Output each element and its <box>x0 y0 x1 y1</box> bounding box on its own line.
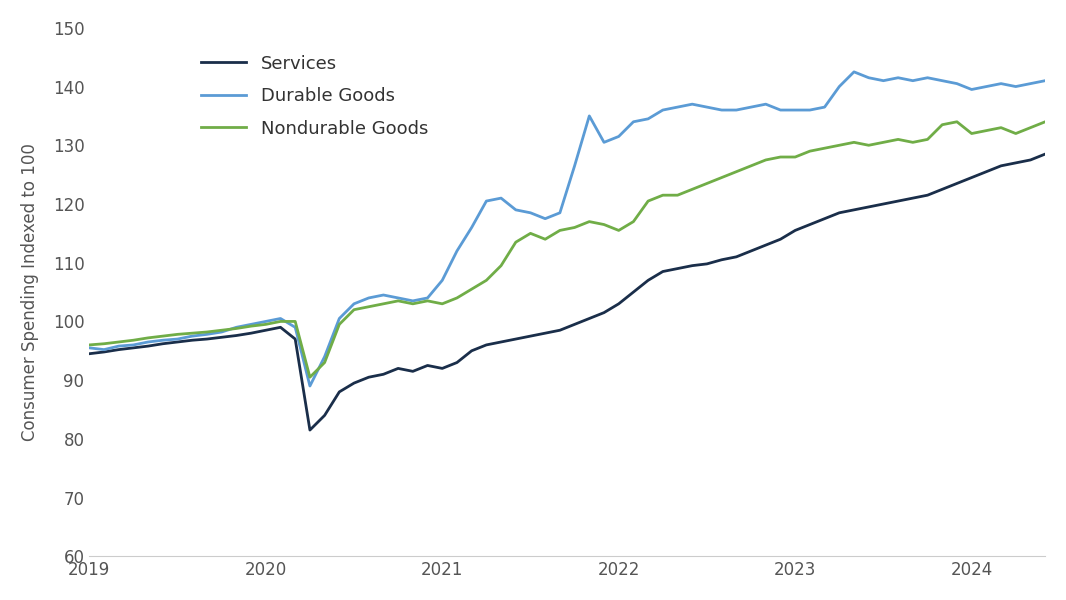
Services <box>304 427 317 434</box>
Services <box>83 350 96 358</box>
Line: Services: Services <box>90 154 1045 430</box>
Line: Durable Goods: Durable Goods <box>90 72 1045 386</box>
Legend: Services, Durable Goods, Nondurable Goods: Services, Durable Goods, Nondurable Good… <box>194 47 435 145</box>
Nondurable Goods <box>1038 118 1051 125</box>
Durable Goods <box>847 68 860 76</box>
Durable Goods <box>83 344 96 352</box>
Services <box>847 206 860 214</box>
Nondurable Goods <box>83 341 96 349</box>
Services <box>157 340 169 347</box>
Durable Goods <box>510 206 522 214</box>
Services <box>980 168 992 175</box>
Services <box>1038 151 1051 158</box>
Services <box>510 335 522 343</box>
Services <box>391 365 404 372</box>
Nondurable Goods <box>847 139 860 146</box>
Durable Goods <box>524 209 537 217</box>
Durable Goods <box>1038 77 1051 84</box>
Line: Nondurable Goods: Nondurable Goods <box>90 122 1045 377</box>
Y-axis label: Consumer Spending Indexed to 100: Consumer Spending Indexed to 100 <box>21 143 38 441</box>
Nondurable Goods <box>391 297 404 304</box>
Nondurable Goods <box>333 321 345 328</box>
Durable Goods <box>333 315 345 322</box>
Durable Goods <box>391 295 404 302</box>
Nondurable Goods <box>951 118 964 125</box>
Nondurable Goods <box>510 239 522 246</box>
Durable Goods <box>862 74 875 82</box>
Nondurable Goods <box>157 332 169 340</box>
Services <box>333 388 345 395</box>
Nondurable Goods <box>304 374 317 381</box>
Durable Goods <box>157 337 169 344</box>
Nondurable Goods <box>524 230 537 237</box>
Durable Goods <box>304 382 317 389</box>
